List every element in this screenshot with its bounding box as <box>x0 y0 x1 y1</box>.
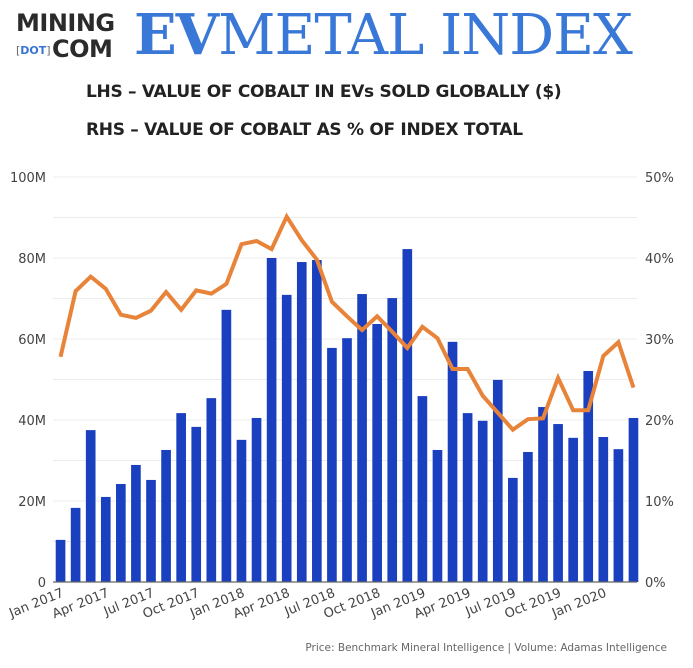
bar <box>508 477 518 582</box>
bar <box>447 341 458 582</box>
bar <box>628 417 639 582</box>
subtitle-rhs: RHS – VALUE OF COBALT AS % OF INDEX TOTA… <box>86 120 523 140</box>
bar <box>492 379 503 582</box>
bar <box>477 420 488 582</box>
bar <box>281 294 292 582</box>
bar <box>236 439 247 582</box>
subtitle-lhs: LHS – VALUE OF COBALT IN EVs SOLD GLOBAL… <box>86 82 562 102</box>
left-axis-tick-label: 80M <box>18 252 46 267</box>
bar <box>161 449 171 582</box>
bar <box>598 437 609 582</box>
bar <box>432 449 443 582</box>
bar <box>538 407 548 582</box>
mining-dot-com-logo: MINING [DOT] COM <box>16 10 136 70</box>
logo-dot-text: [DOT] <box>16 44 51 57</box>
bar <box>402 249 413 582</box>
bar <box>568 437 578 582</box>
bar <box>206 398 217 582</box>
bar <box>372 324 382 582</box>
bar <box>70 507 81 582</box>
bar <box>85 430 96 582</box>
bar <box>266 258 277 582</box>
bar <box>176 413 186 582</box>
right-axis-tick-label: 0% <box>645 576 666 591</box>
logo-mining-text: MINING <box>16 9 115 37</box>
bar <box>296 262 307 582</box>
logo-com-text: COM <box>52 35 113 63</box>
bar <box>462 413 473 582</box>
left-axis-tick-label: 40M <box>18 414 46 429</box>
bar <box>553 424 563 582</box>
bar <box>251 417 262 582</box>
bar <box>417 396 428 582</box>
bar <box>312 260 322 582</box>
right-axis-tick-label: 40% <box>645 252 674 267</box>
source-note: Price: Benchmark Mineral Intelligence | … <box>305 642 667 654</box>
bar <box>387 298 398 582</box>
bar <box>327 347 337 582</box>
bar <box>613 449 624 582</box>
right-axis-tick-label: 20% <box>645 414 674 429</box>
right-axis-tick-label: 30% <box>645 333 674 348</box>
right-axis-tick-label: 50% <box>645 171 674 186</box>
bar <box>100 496 111 582</box>
left-axis-tick-label: 0 <box>38 576 46 591</box>
bar <box>583 370 594 582</box>
bar <box>523 451 533 582</box>
bar <box>191 426 202 582</box>
bar <box>357 294 367 582</box>
bar <box>116 483 126 582</box>
bar <box>55 539 66 582</box>
bar <box>221 309 232 582</box>
bar <box>146 479 156 582</box>
bar <box>131 464 141 582</box>
bar <box>342 338 352 582</box>
left-axis-tick-label: 20M <box>18 495 46 510</box>
page-title: EVMETAL INDEX <box>134 2 633 68</box>
left-axis-tick-label: 60M <box>18 333 46 348</box>
right-axis-tick-label: 10% <box>645 495 674 510</box>
left-axis-tick-label: 100M <box>10 171 46 186</box>
